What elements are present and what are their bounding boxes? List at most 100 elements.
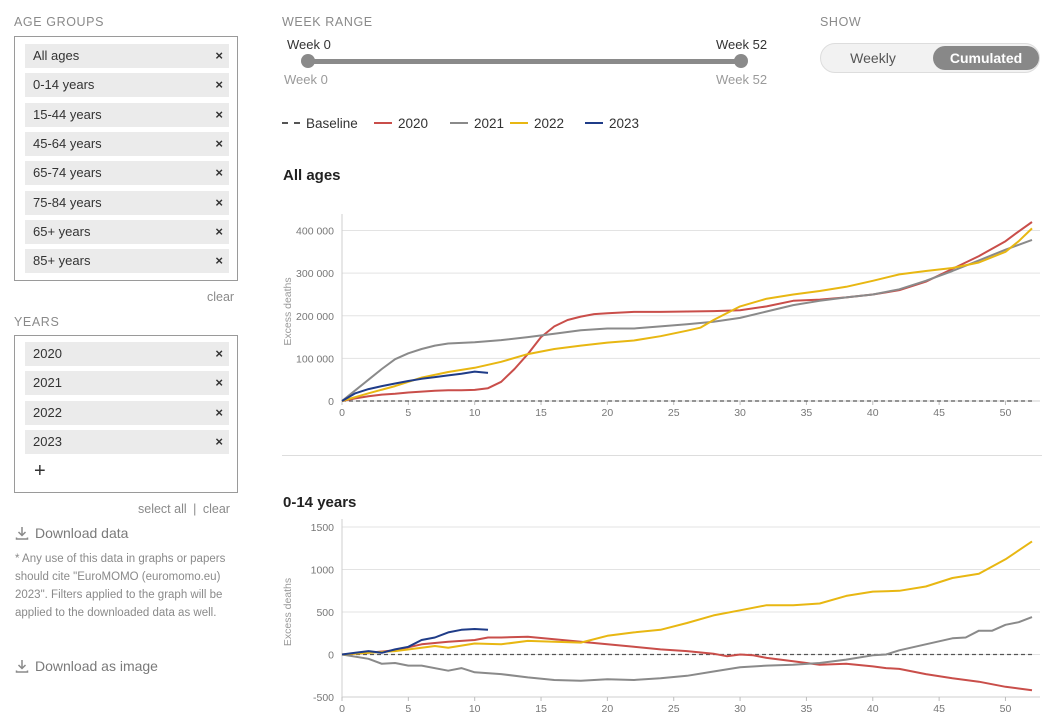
week-range-min-label: Week 0 bbox=[284, 72, 328, 87]
remove-icon[interactable]: × bbox=[215, 165, 223, 181]
age-group-chip[interactable]: 45-64 years × bbox=[25, 131, 229, 156]
download-image-label: Download as image bbox=[35, 658, 158, 674]
series-line-2021 bbox=[341, 616, 1033, 682]
week-range-label: WEEK RANGE bbox=[282, 15, 373, 29]
show-cumulated-option[interactable]: Cumulated bbox=[933, 46, 1039, 70]
remove-icon[interactable]: × bbox=[215, 223, 223, 239]
x-tick-label: 40 bbox=[867, 407, 879, 419]
age-groups-label: AGE GROUPS bbox=[14, 15, 105, 29]
x-tick-label: 30 bbox=[734, 407, 746, 419]
legend-item-baseline[interactable]: Baseline bbox=[282, 116, 358, 131]
show-label: SHOW bbox=[820, 15, 862, 29]
remove-icon[interactable]: × bbox=[215, 106, 223, 122]
x-tick-label: 25 bbox=[668, 703, 680, 715]
x-tick-label: 5 bbox=[405, 703, 411, 715]
remove-icon[interactable]: × bbox=[215, 346, 223, 361]
week-range-track[interactable] bbox=[308, 59, 741, 64]
year-chip-label: 2021 bbox=[33, 375, 62, 391]
x-tick-label: 0 bbox=[339, 407, 345, 419]
age-groups-box: All ages × 0-14 years × 15-44 years × 45-64 ye… bbox=[14, 36, 238, 281]
age-group-chip[interactable]: 85+ years × bbox=[25, 249, 229, 274]
week-range-end-value: Week 52 bbox=[716, 37, 768, 52]
download-image-button[interactable]: Download as image bbox=[15, 658, 158, 674]
x-tick-label: 35 bbox=[801, 407, 813, 419]
remove-icon[interactable]: × bbox=[215, 404, 223, 420]
year-chip[interactable]: 2022 × bbox=[25, 400, 229, 425]
age-group-chip-label: 85+ years bbox=[33, 253, 91, 269]
legend-item-2020[interactable]: 2020 bbox=[374, 116, 428, 131]
download-icon bbox=[15, 527, 29, 540]
x-tick-label: 15 bbox=[535, 407, 547, 419]
age-group-chip-label: 75-84 years bbox=[33, 194, 102, 210]
legend-item-2023[interactable]: 2023 bbox=[585, 116, 639, 131]
download-data-label: Download data bbox=[35, 525, 129, 541]
show-weekly-option[interactable]: Weekly bbox=[850, 50, 896, 66]
series-line-2023 bbox=[341, 370, 489, 402]
y-tick-label: 1500 bbox=[311, 522, 335, 534]
legend-item-2021[interactable]: 2021 bbox=[450, 116, 504, 131]
remove-icon[interactable]: × bbox=[215, 375, 223, 391]
age-group-chip[interactable]: 65+ years × bbox=[25, 219, 229, 244]
chart-title-all-ages: All ages bbox=[283, 167, 341, 184]
age-group-chip-label: 65-74 years bbox=[33, 165, 102, 181]
x-tick-label: 10 bbox=[469, 703, 481, 715]
week-range-start-value: Week 0 bbox=[287, 37, 331, 52]
x-tick-label: 20 bbox=[602, 407, 614, 419]
add-year-button[interactable]: + bbox=[34, 460, 46, 482]
year-chip[interactable]: 2023 × bbox=[25, 429, 229, 454]
y-axis-title: Excess deaths bbox=[282, 277, 294, 345]
age-group-chip-label: 45-64 years bbox=[33, 135, 102, 151]
y-tick-label: 1000 bbox=[311, 565, 335, 577]
age-group-chip[interactable]: 75-84 years × bbox=[25, 190, 229, 215]
year-chip[interactable]: 2021 × bbox=[25, 371, 229, 396]
remove-icon[interactable]: × bbox=[215, 135, 223, 151]
chart-divider bbox=[282, 455, 1042, 456]
x-tick-label: 35 bbox=[801, 703, 813, 715]
week-range-max-label: Week 52 bbox=[716, 72, 768, 87]
age-group-chip[interactable]: 15-44 years × bbox=[25, 102, 229, 127]
year-chip-label: 2022 bbox=[33, 404, 62, 420]
remove-icon[interactable]: × bbox=[215, 194, 223, 210]
legend-label: 2023 bbox=[609, 116, 640, 131]
years-links: select all | clear bbox=[138, 502, 230, 516]
download-icon bbox=[15, 660, 29, 673]
legend-swatch bbox=[585, 122, 603, 124]
x-tick-label: 45 bbox=[933, 703, 945, 715]
series-line-2020 bbox=[341, 221, 1033, 402]
y-tick-label: 0 bbox=[328, 650, 334, 662]
remove-icon[interactable]: × bbox=[215, 433, 223, 449]
select-all-link[interactable]: select all bbox=[138, 502, 187, 516]
remove-icon[interactable]: × bbox=[215, 48, 223, 63]
remove-icon[interactable]: × bbox=[215, 253, 223, 269]
year-chip[interactable]: 2020 × bbox=[25, 342, 229, 366]
y-axis-title: Excess deaths bbox=[282, 578, 294, 646]
year-chip-label: 2023 bbox=[33, 433, 62, 449]
week-range-end-handle[interactable] bbox=[734, 54, 748, 68]
remove-icon[interactable]: × bbox=[215, 77, 223, 93]
age-group-chip[interactable]: 0-14 years × bbox=[25, 73, 229, 98]
y-tick-label: -500 bbox=[313, 692, 334, 704]
y-tick-label: 400 000 bbox=[296, 226, 334, 238]
y-tick-label: 200 000 bbox=[296, 311, 334, 323]
legend-label: 2022 bbox=[534, 116, 565, 131]
age-group-chip-label: 65+ years bbox=[33, 223, 91, 239]
age-group-chip-label: 15-44 years bbox=[33, 106, 102, 122]
x-tick-label: 50 bbox=[1000, 407, 1012, 419]
show-toggle: Weekly Cumulated bbox=[820, 43, 1040, 73]
x-tick-label: 30 bbox=[734, 703, 746, 715]
age-group-chip[interactable]: All ages × bbox=[25, 44, 229, 68]
series-line-2020 bbox=[341, 635, 1033, 692]
x-tick-label: 20 bbox=[602, 703, 614, 715]
years-clear-link[interactable]: clear bbox=[202, 502, 230, 516]
legend-item-2022[interactable]: 2022 bbox=[510, 116, 564, 131]
x-tick-label: 50 bbox=[1000, 703, 1012, 715]
download-data-button[interactable]: Download data bbox=[15, 525, 128, 541]
week-range-start-handle[interactable] bbox=[301, 54, 315, 68]
legend-label: 2020 bbox=[398, 116, 429, 131]
y-tick-label: 100 000 bbox=[296, 353, 334, 365]
legend-swatch bbox=[510, 122, 528, 124]
y-tick-label: 300 000 bbox=[296, 268, 334, 280]
years-label: YEARS bbox=[14, 315, 60, 329]
age-groups-clear-link[interactable]: clear bbox=[207, 290, 235, 304]
age-group-chip[interactable]: 65-74 years × bbox=[25, 161, 229, 186]
